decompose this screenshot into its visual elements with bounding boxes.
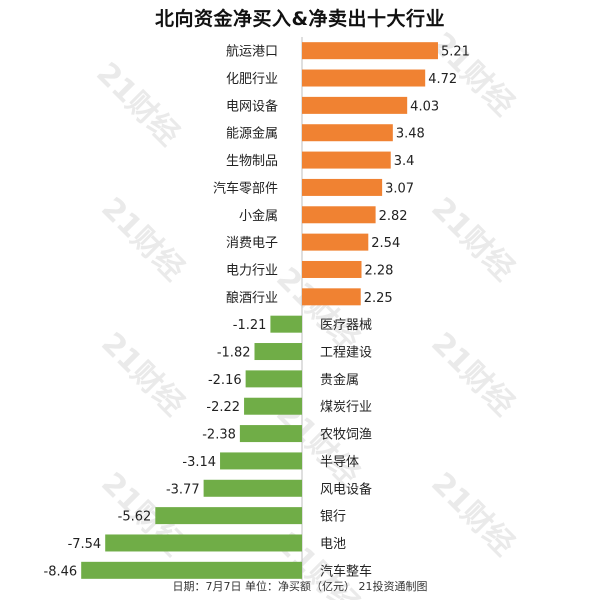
bar	[239, 425, 302, 443]
bar	[203, 479, 302, 497]
data-label: -2.16	[208, 373, 242, 388]
data-label: 4.03	[410, 99, 439, 114]
data-label: -3.14	[182, 455, 216, 470]
category-label: 贵金属	[320, 372, 359, 388]
watermark-text: 21财经	[89, 56, 186, 153]
data-label: -1.82	[217, 346, 251, 361]
category-label: 酿酒行业	[226, 290, 278, 306]
category-label: 航运港口	[226, 44, 278, 60]
category-label: 汽车整车	[320, 563, 372, 579]
category-label: 工程建设	[320, 346, 372, 361]
bar	[302, 260, 362, 278]
bar	[302, 178, 383, 196]
bar	[302, 288, 361, 306]
data-label: -8.46	[44, 564, 78, 579]
bar	[105, 534, 303, 552]
data-label: 2.82	[379, 209, 408, 224]
bar	[270, 315, 302, 333]
watermark-text: 21财经	[424, 466, 521, 563]
category-label: 风电设备	[320, 481, 372, 497]
bar	[81, 561, 302, 579]
data-label: -3.77	[166, 482, 200, 497]
category-label: 电力行业	[226, 263, 278, 278]
bar	[245, 370, 302, 388]
category-label: 化肥行业	[226, 72, 278, 87]
watermark-text: 21财经	[94, 191, 191, 288]
category-label: 煤炭行业	[320, 400, 372, 415]
bar	[302, 96, 408, 114]
data-label: -1.21	[233, 318, 267, 333]
bar	[302, 233, 369, 251]
category-label: 医疗器械	[320, 318, 372, 333]
data-label: 4.72	[428, 72, 457, 87]
category-label: 农牧饲渔	[320, 428, 372, 443]
bar	[302, 42, 438, 60]
chart-title: 北向资金净买入&净卖出十大行业	[154, 8, 446, 30]
category-label: 电网设备	[226, 98, 278, 114]
data-label: 2.54	[371, 236, 400, 251]
data-label: -2.38	[202, 428, 236, 443]
bar	[302, 206, 376, 224]
data-label: 2.25	[364, 291, 393, 306]
watermark-text: 21财经	[424, 191, 521, 288]
data-label: -5.62	[118, 510, 152, 525]
data-label: 3.07	[385, 181, 414, 196]
category-label: 小金属	[239, 208, 278, 224]
category-label: 汽车零部件	[213, 180, 278, 196]
category-label: 能源金属	[226, 126, 278, 142]
bar	[244, 397, 302, 415]
bar	[302, 124, 393, 142]
data-label: 3.4	[394, 154, 415, 169]
bar	[254, 343, 302, 361]
data-label: -7.54	[68, 537, 102, 552]
data-label: 2.28	[365, 263, 394, 278]
bar	[155, 507, 302, 525]
watermark-text: 21财经	[424, 326, 521, 423]
category-label: 电池	[320, 537, 346, 552]
data-label: 5.21	[441, 45, 470, 60]
chart-footer: 日期：7月7日 单位：净买额（亿元） 21投资通制图	[172, 580, 428, 593]
data-label: 3.48	[396, 127, 425, 142]
category-label: 半导体	[320, 455, 359, 470]
category-label: 消费电子	[226, 236, 278, 251]
watermark-text: 21财经	[94, 326, 191, 423]
bar-group: 航运港口 5.21 化肥行业 4.72 电网设备 4.03 能源金属 3.48 生物制品 3.4 汽…	[44, 42, 470, 579]
bar	[302, 69, 426, 87]
bar	[220, 452, 302, 470]
bar	[302, 151, 391, 169]
category-label: 银行	[320, 510, 346, 525]
category-label: 生物制品	[226, 154, 278, 169]
data-label: -2.22	[206, 400, 240, 415]
